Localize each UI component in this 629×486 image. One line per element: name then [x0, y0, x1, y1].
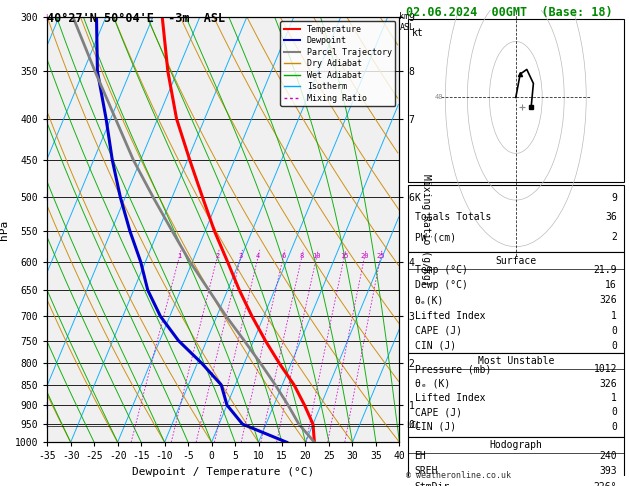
Text: 16: 16: [605, 280, 617, 291]
Text: K: K: [415, 193, 420, 203]
Legend: Temperature, Dewpoint, Parcel Trajectory, Dry Adiabat, Wet Adiabat, Isotherm, Mi: Temperature, Dewpoint, Parcel Trajectory…: [281, 21, 395, 106]
Text: |: |: [45, 401, 47, 409]
Text: 4: 4: [256, 253, 260, 259]
Text: 3: 3: [239, 253, 243, 259]
Bar: [408, 436, 624, 486]
Y-axis label: hPa: hPa: [0, 220, 9, 240]
Text: 0: 0: [611, 326, 617, 335]
Text: Hodograph: Hodograph: [489, 440, 542, 450]
Text: 240: 240: [599, 451, 617, 461]
Text: |: |: [45, 421, 47, 428]
Text: 2: 2: [611, 232, 617, 243]
Text: 0: 0: [611, 341, 617, 350]
Text: Lifted Index: Lifted Index: [415, 311, 485, 321]
Text: 15: 15: [340, 253, 348, 259]
Text: |: |: [45, 14, 47, 20]
Text: θₑ (K): θₑ (K): [415, 379, 450, 389]
Text: 1012: 1012: [594, 364, 617, 374]
Text: 2: 2: [215, 253, 220, 259]
Text: Pressure (mb): Pressure (mb): [415, 364, 491, 374]
Text: Totals Totals: Totals Totals: [415, 212, 491, 222]
Text: |: |: [45, 194, 47, 201]
Bar: [408, 353, 624, 436]
Text: StmDir: StmDir: [415, 482, 450, 486]
Text: 40: 40: [435, 94, 443, 101]
Text: 40°27'N 50°04'E  -3m  ASL: 40°27'N 50°04'E -3m ASL: [47, 12, 225, 25]
Text: |: |: [45, 313, 47, 320]
Bar: [408, 252, 624, 353]
Text: 21.9: 21.9: [594, 265, 617, 276]
Bar: [408, 185, 624, 252]
Text: 20: 20: [360, 253, 369, 259]
Text: kt: kt: [413, 28, 424, 38]
Text: 8: 8: [300, 253, 304, 259]
Text: SREH: SREH: [415, 466, 438, 476]
Text: CIN (J): CIN (J): [415, 341, 455, 350]
Bar: [408, 19, 624, 182]
Text: 1: 1: [611, 311, 617, 321]
Text: 25: 25: [377, 253, 385, 259]
Text: Dewp (°C): Dewp (°C): [415, 280, 467, 291]
Text: 0: 0: [611, 421, 617, 432]
Text: 6: 6: [281, 253, 286, 259]
Y-axis label: Mixing Ratio (g/kg): Mixing Ratio (g/kg): [421, 174, 431, 285]
Text: 326: 326: [599, 295, 617, 306]
Text: Most Unstable: Most Unstable: [477, 356, 554, 366]
Text: 1: 1: [177, 253, 182, 259]
Text: 0: 0: [611, 407, 617, 417]
Text: θₑ(K): θₑ(K): [415, 295, 444, 306]
Text: LCL: LCL: [406, 421, 421, 431]
Text: 1: 1: [611, 393, 617, 403]
Text: 36: 36: [605, 212, 617, 222]
Text: Surface: Surface: [495, 256, 537, 266]
Text: 9: 9: [611, 193, 617, 203]
Text: |: |: [45, 115, 47, 122]
Text: © weatheronline.co.uk: © weatheronline.co.uk: [406, 471, 511, 480]
Text: km
ASL: km ASL: [399, 12, 415, 32]
Text: 10: 10: [313, 253, 321, 259]
Text: Temp (°C): Temp (°C): [415, 265, 467, 276]
Text: 326: 326: [599, 379, 617, 389]
Text: 393: 393: [599, 466, 617, 476]
Text: |: |: [45, 259, 47, 265]
Text: Lifted Index: Lifted Index: [415, 393, 485, 403]
Text: CIN (J): CIN (J): [415, 421, 455, 432]
Text: |: |: [45, 360, 47, 367]
Text: 226°: 226°: [594, 482, 617, 486]
X-axis label: Dewpoint / Temperature (°C): Dewpoint / Temperature (°C): [132, 467, 314, 477]
Text: CAPE (J): CAPE (J): [415, 326, 462, 335]
Text: 02.06.2024  00GMT  (Base: 18): 02.06.2024 00GMT (Base: 18): [406, 6, 612, 19]
Text: PW (cm): PW (cm): [415, 232, 455, 243]
Text: CAPE (J): CAPE (J): [415, 407, 462, 417]
Text: EH: EH: [415, 451, 426, 461]
